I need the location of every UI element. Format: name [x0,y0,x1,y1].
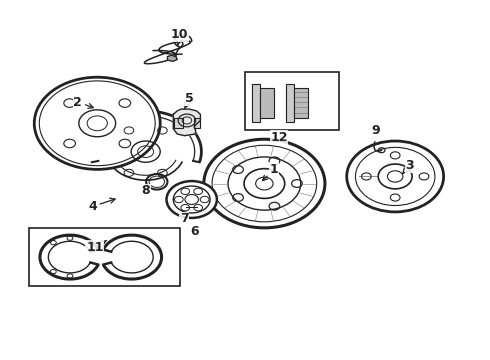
Text: 8: 8 [142,184,150,197]
Text: 6: 6 [190,225,198,238]
Text: 11: 11 [86,240,107,254]
Bar [245,72,340,130]
Circle shape [167,181,217,218]
Bar [252,84,260,122]
Text: 7: 7 [180,212,189,225]
Bar [174,118,183,127]
Circle shape [34,77,160,169]
Bar [80,108,115,138]
Bar [260,88,274,118]
Text: 3: 3 [403,159,414,174]
Circle shape [347,141,443,212]
Bar [286,84,294,122]
Text: 10: 10 [171,28,188,45]
Bar [186,200,196,211]
Text: 1: 1 [263,163,278,181]
Text: 2: 2 [74,95,93,108]
Bar [29,228,180,286]
Text: 12: 12 [270,131,288,144]
Text: 9: 9 [371,124,380,137]
Polygon shape [168,55,177,61]
Bar [294,88,308,118]
Polygon shape [173,109,200,136]
Bar [194,118,200,127]
Circle shape [204,139,325,228]
Text: 4: 4 [88,198,115,213]
Text: 5: 5 [185,92,194,108]
